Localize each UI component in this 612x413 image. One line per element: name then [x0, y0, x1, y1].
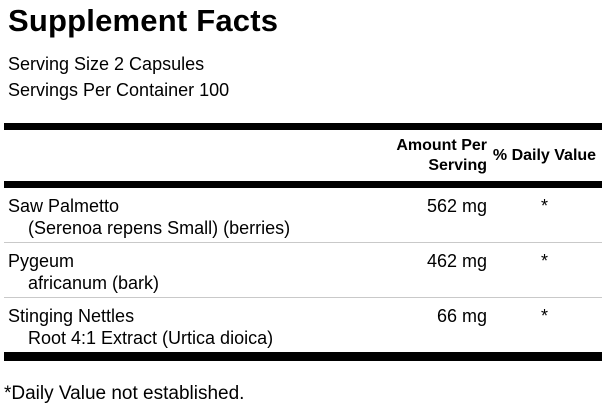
ingredient-amount: 562 mg	[426, 196, 487, 216]
serving-size: Serving Size 2 Capsules	[8, 54, 205, 74]
row-separator	[4, 242, 602, 243]
divider-thick-header	[4, 181, 602, 188]
ingredient-detail: Root 4:1 Extract (Urtica dioica)	[28, 328, 274, 348]
ingredient-name: Pygeum	[8, 251, 75, 271]
divider-thick-top	[4, 123, 602, 130]
table-row: Pygeum africanum (bark) 462 mg *	[0, 243, 612, 297]
footnote: *Daily Value not established.	[4, 383, 245, 404]
ingredient-daily-value: *	[540, 306, 548, 326]
panel-title: Supplement Facts	[8, 3, 279, 38]
table-row: Saw Palmetto (Serenoa repens Small) (ber…	[0, 188, 612, 242]
ingredient-daily-value: *	[540, 196, 548, 216]
ingredient-daily-value: *	[540, 251, 548, 271]
ingredient-amount: 66 mg	[436, 306, 487, 326]
ingredient-name: Stinging Nettles	[8, 306, 135, 326]
table-header-row: Amount Per Serving % Daily Value	[0, 130, 612, 181]
ingredient-amount: 462 mg	[426, 251, 487, 271]
row-separator	[4, 297, 602, 298]
column-header-daily-value: % Daily Value	[492, 146, 597, 164]
table-row: Stinging Nettles Root 4:1 Extract (Urtic…	[0, 298, 612, 352]
ingredient-detail: (Serenoa repens Small) (berries)	[28, 218, 291, 238]
column-header-amount-per-serving: Amount Per Serving	[396, 136, 487, 174]
divider-thick-bottom	[4, 352, 602, 361]
ingredient-detail: africanum (bark)	[28, 273, 160, 293]
servings-per-container: Servings Per Container 100	[8, 80, 230, 100]
ingredient-name: Saw Palmetto	[8, 196, 120, 216]
